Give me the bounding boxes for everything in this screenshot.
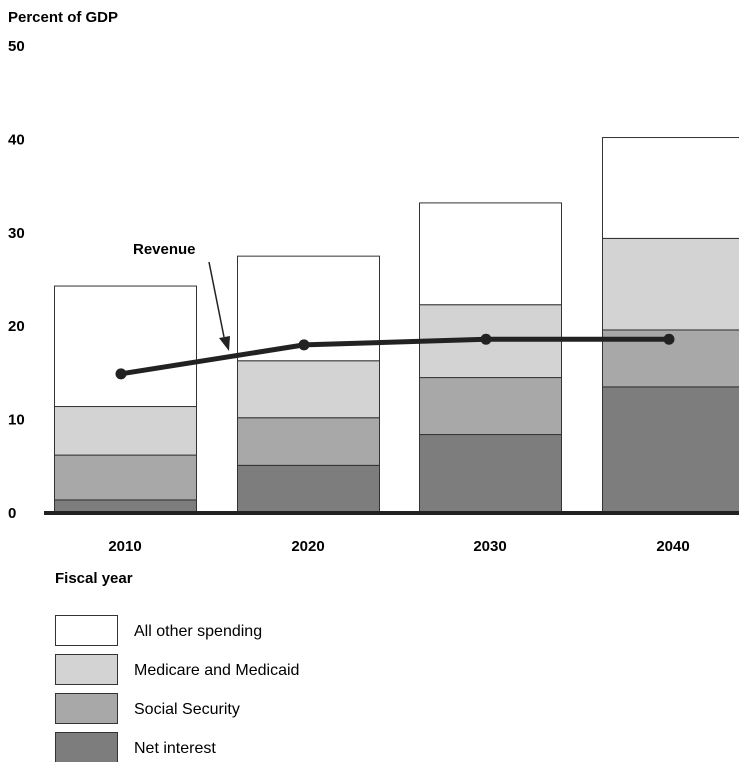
- annotation-arrow-line: [208, 261, 225, 338]
- legend-label: Net interest: [134, 740, 216, 757]
- x-tick-label: 2010: [108, 538, 141, 555]
- revenue-point: [663, 333, 675, 345]
- y-axis-title: Percent of GDP: [8, 9, 118, 26]
- revenue-annotation-label: Revenue: [133, 241, 196, 258]
- bar-stack-2020: [237, 255, 380, 514]
- revenue-annotation: Revenue: [133, 241, 230, 351]
- bar-segment: [602, 386, 739, 514]
- legend-label: All other spending: [134, 623, 262, 640]
- x-tick-label: 2030: [473, 538, 506, 555]
- bar-segment: [419, 202, 562, 306]
- x-tick-label: 2020: [291, 538, 324, 555]
- revenue-line: [120, 336, 669, 377]
- legend-label: Social Security: [134, 701, 240, 718]
- legend-swatch: [55, 654, 118, 685]
- legend-label: Medicare and Medicaid: [134, 662, 299, 679]
- y-tick-label: 0: [8, 505, 16, 522]
- x-axis-ticks: 2010 2020 2030 2040: [108, 538, 689, 555]
- revenue-point: [115, 368, 127, 380]
- legend: All other spending Medicare and Medicaid S…: [55, 615, 299, 762]
- bar-segment: [237, 464, 380, 514]
- bar-segment: [54, 406, 197, 456]
- bar-segment: [602, 237, 739, 331]
- revenue-line-group: [115, 333, 675, 380]
- y-tick-label: 40: [8, 131, 25, 148]
- revenue-point: [480, 333, 492, 345]
- y-tick-label: 10: [8, 412, 25, 429]
- bar-segment: [419, 434, 562, 514]
- bar-segment: [237, 417, 380, 466]
- y-tick-label: 20: [8, 318, 25, 335]
- y-tick-label: 50: [8, 38, 25, 55]
- bar-stack-2030: [419, 202, 562, 514]
- bar-segment: [54, 285, 197, 408]
- bar-segment: [54, 454, 197, 501]
- y-tick-label: 30: [8, 225, 25, 242]
- legend-swatch: [55, 693, 118, 724]
- bar-segment: [419, 377, 562, 436]
- annotation-arrow-head: [219, 336, 230, 351]
- bar-segment: [602, 137, 739, 239]
- revenue-point: [298, 339, 310, 351]
- bar-stack-2010: [54, 285, 197, 514]
- bars: [54, 137, 739, 514]
- legend-swatch: [55, 615, 118, 646]
- bar-stack-2040: [602, 137, 739, 514]
- x-axis-title: Fiscal year: [55, 570, 133, 587]
- x-tick-label: 2040: [656, 538, 689, 555]
- bar-segment: [237, 360, 380, 419]
- legend-swatch: [55, 732, 118, 762]
- y-axis-ticks: 0 10 20 30 40 50: [8, 38, 25, 522]
